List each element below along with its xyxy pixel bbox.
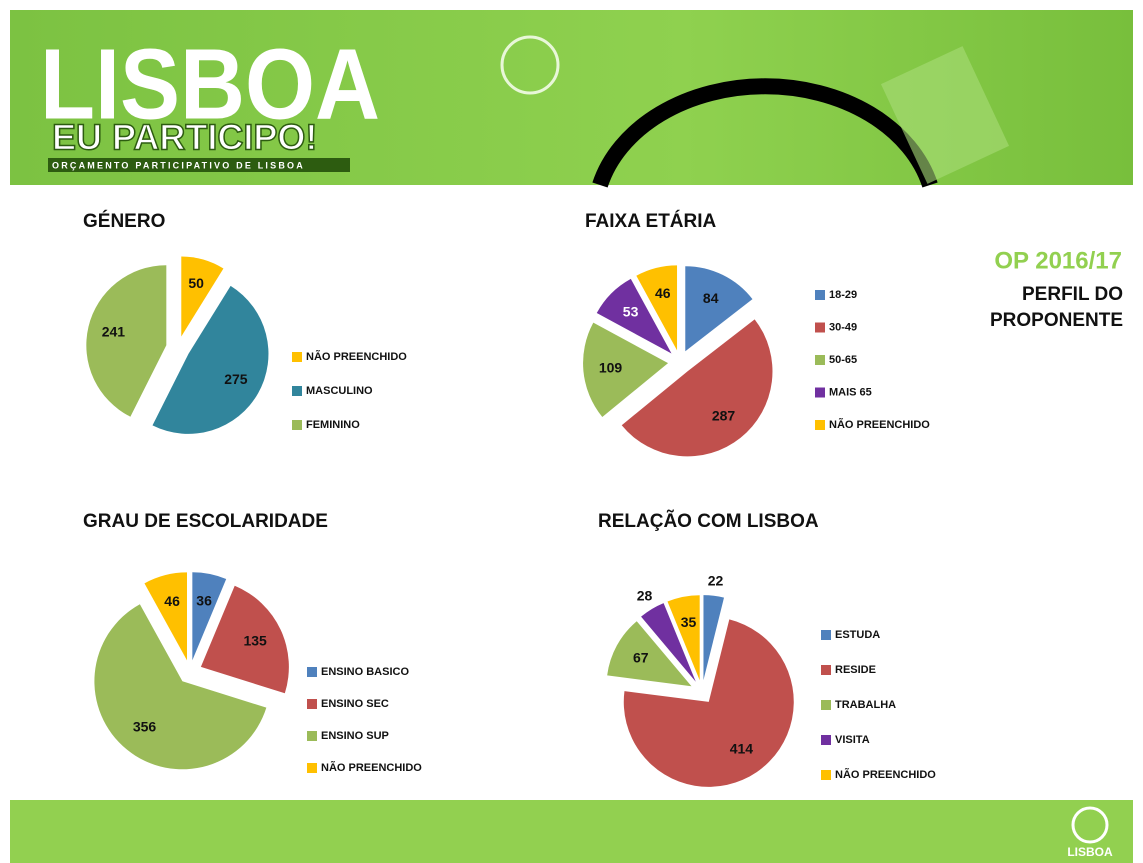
legend-swatch [292,420,302,430]
tagline-bg [48,158,350,172]
value-label: 50 [188,275,204,291]
pie-slice [703,595,725,681]
pie-slice [583,322,669,418]
value-label: 135 [243,632,267,648]
legend-swatch [307,667,317,677]
pie-slice [94,604,267,770]
pie-slice [621,319,773,457]
value-label: 84 [703,290,719,306]
pie-slice [200,585,289,694]
logo-text: LISBOA [1067,845,1113,859]
legend-swatch [307,763,317,773]
pie-slice [623,619,794,787]
legend-label: NÃO PREENCHIDO [321,761,422,774]
value-label: 53 [623,303,639,319]
pie-slice [636,265,678,351]
legend-swatch [815,322,825,333]
legend-label: 50-65 [829,354,857,366]
legend-label: NÃO PREENCHIDO [829,418,930,431]
legend-label: 30-49 [829,321,857,333]
chart-title: FAIXA ETÁRIA [585,210,717,232]
pie-slice [596,278,672,354]
legend-label: FEMININO [306,419,360,431]
legend-swatch [815,387,825,398]
banner-title: LISBOA [40,29,380,140]
pie-slice [641,603,696,682]
decor-building [880,46,1010,184]
legend-swatch [821,630,831,640]
pie-slice [685,266,753,352]
banner: LISBOA EU PARTICIPO! ORÇAMENTO PARTICIPA… [10,10,1133,188]
pie-slice [86,265,167,417]
legend-label: NÃO PREENCHIDO [835,768,936,781]
legend-swatch [821,735,831,745]
side-heading-box: PERFIL DO PROPONENTE [989,284,1123,331]
value-label: 46 [655,285,671,301]
pie-slice [667,595,700,681]
value-label: 35 [681,614,697,630]
footer-logo: LISBOA [1067,806,1113,859]
legend-swatch [821,770,831,780]
legend-label: ENSINO SEC [321,698,389,710]
legend-label: NÃO PREENCHIDO [306,350,407,363]
legend-swatch [815,290,825,300]
banner-subtitle: EU PARTICIPO! [52,117,317,158]
value-label: 67 [633,649,649,665]
legend-swatch [815,420,825,430]
value-label: 287 [712,407,736,423]
banner-tagline: ORÇAMENTO PARTICIPATIVO DE LISBOA [52,160,305,170]
chart-title: GÉNERO [83,210,165,232]
legend-label: TRABALHA [835,699,896,711]
chart-title: RELAÇÃO COM LISBOA [598,510,819,532]
pie-slice [181,256,224,337]
value-label: 22 [708,573,724,589]
legend-label: ENSINO BASICO [321,666,409,678]
legend-label: ENSINO SUP [321,730,389,742]
legend-swatch [821,665,831,675]
legend-label: ESTUDA [835,629,880,641]
pie-slice [144,572,188,661]
value-label: 414 [730,740,754,756]
pie-slice [607,621,692,687]
logo-bubble [1071,806,1109,844]
decor-arc [592,78,938,188]
legend-label: VISITA [835,734,870,746]
value-label: 109 [599,359,623,375]
legend-label: RESIDE [835,664,876,676]
chart-title: GRAU DE ESCOLARIDADE [83,511,328,532]
value-label: 36 [196,592,212,608]
value-label: 275 [224,371,248,387]
legend-label: MAIS 65 [829,386,872,398]
pie-slice [192,572,227,661]
legend-swatch [307,699,317,709]
legend-label: MASCULINO [306,385,373,397]
value-label: 28 [637,588,653,604]
legend-swatch [307,731,317,741]
value-label: 241 [102,323,126,339]
side-heading: PERFIL DO PROPONENTE [989,284,1123,331]
value-label: 356 [133,718,157,734]
value-label: 46 [164,593,180,609]
legend-swatch [821,700,831,710]
pie-slice [152,285,269,434]
legend-swatch [292,386,302,396]
legend-swatch [292,352,302,362]
decor [500,35,560,95]
edition: OP 2016/17 [994,247,1122,274]
footer-bar [10,800,1133,863]
legend-swatch [815,355,825,365]
legend-label: 18-29 [829,289,857,301]
